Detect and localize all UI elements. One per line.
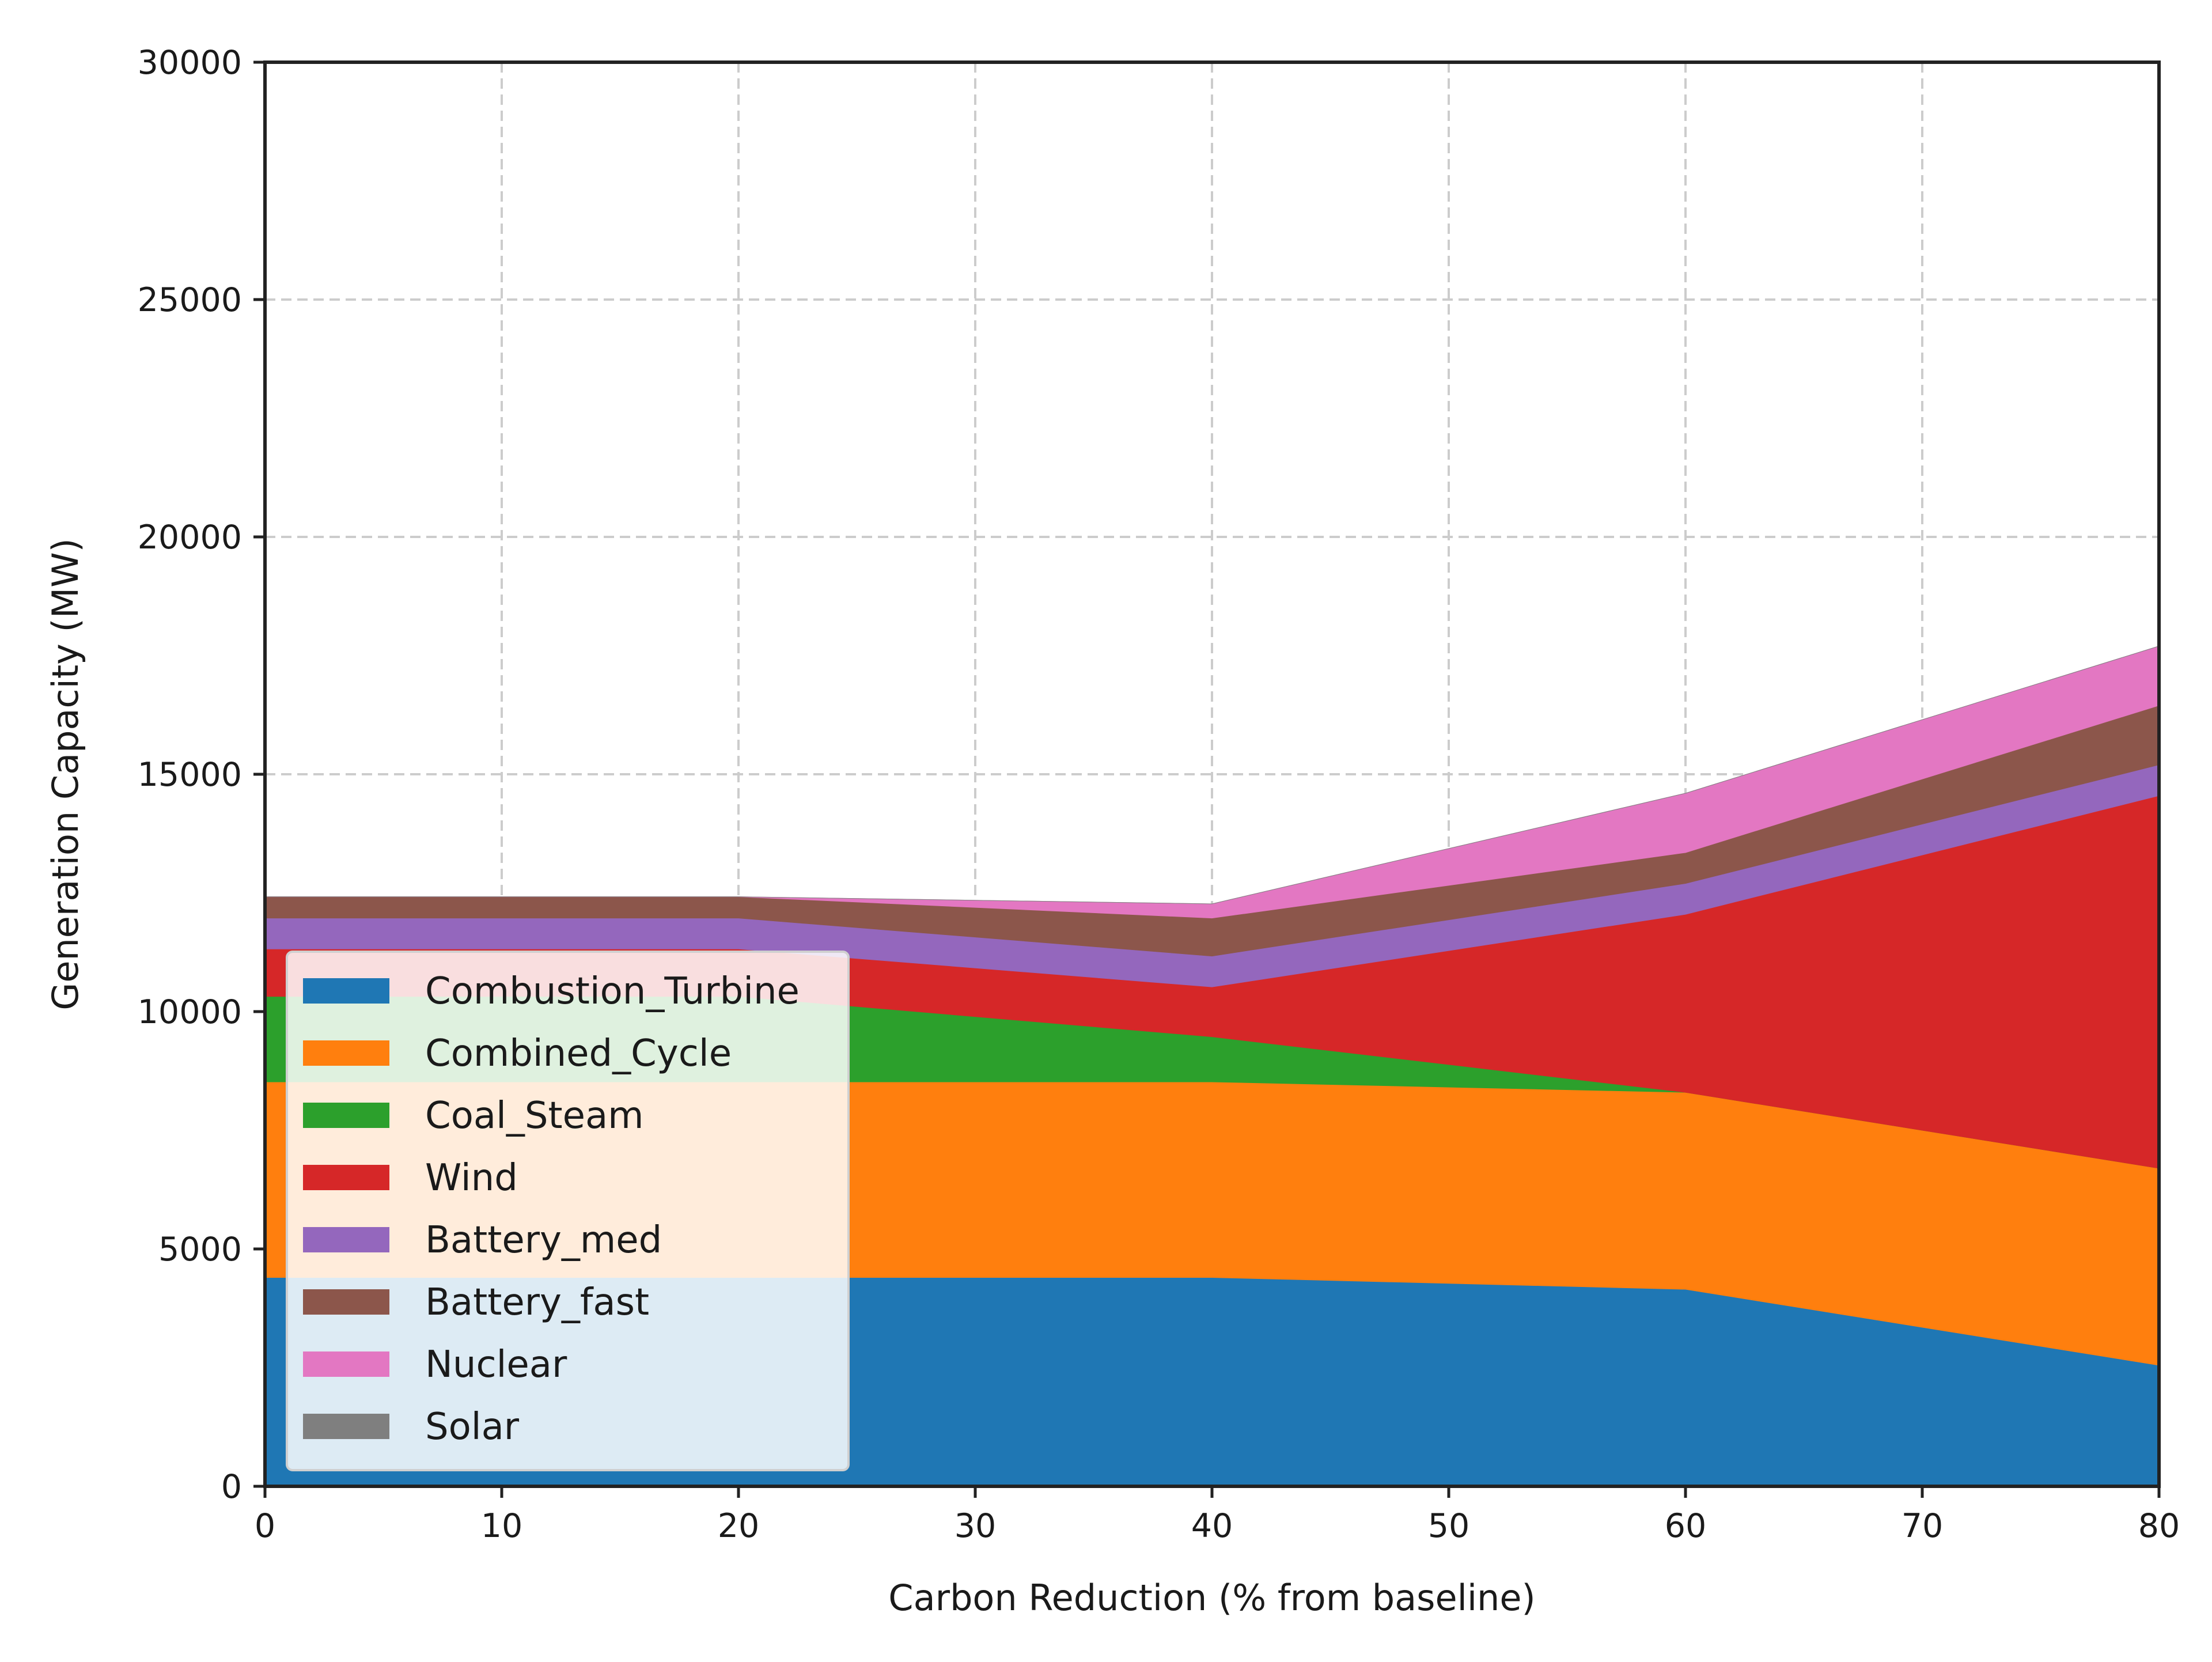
legend-label-nuclear: Nuclear xyxy=(425,1343,567,1386)
legend-swatch-wind xyxy=(303,1165,389,1190)
legend-label-combustion-turbine: Combustion_Turbine xyxy=(425,970,800,1013)
legend-label-battery-med: Battery_med xyxy=(425,1219,662,1262)
x-tick-label-4: 40 xyxy=(1191,1507,1233,1545)
legend-label-battery-fast: Battery_fast xyxy=(425,1281,649,1324)
legend-swatch-combined-cycle xyxy=(303,1040,389,1066)
x-tick-label-1: 10 xyxy=(481,1507,523,1545)
y-tick-label-6: 30000 xyxy=(138,44,242,82)
legend-swatch-combustion-turbine xyxy=(303,978,389,1004)
y-tick-label-4: 20000 xyxy=(138,518,242,556)
x-tick-label-2: 20 xyxy=(718,1507,760,1545)
legend-swatch-battery-med xyxy=(303,1227,389,1252)
legend-swatch-solar xyxy=(303,1414,389,1439)
y-tick-label-0: 0 xyxy=(221,1468,242,1506)
y-tick-label-3: 15000 xyxy=(138,756,242,794)
legend-label-wind: Wind xyxy=(425,1157,518,1199)
legend-swatch-coal-steam xyxy=(303,1103,389,1128)
y-axis-label: Generation Capacity (MW) xyxy=(44,538,86,1010)
legend-swatch-nuclear xyxy=(303,1351,389,1377)
x-tick-label-3: 30 xyxy=(955,1507,997,1545)
legend-label-combined-cycle: Combined_Cycle xyxy=(425,1032,732,1075)
x-axis-label: Carbon Reduction (% from baseline) xyxy=(888,1577,1535,1619)
x-tick-label-0: 0 xyxy=(255,1507,275,1545)
y-tick-label-5: 25000 xyxy=(138,281,242,319)
legend-label-solar: Solar xyxy=(425,1406,520,1448)
y-tick-label-2: 10000 xyxy=(138,993,242,1031)
x-tick-label-8: 80 xyxy=(2138,1507,2180,1545)
x-tick-label-5: 50 xyxy=(1428,1507,1470,1545)
axis-ticks: 0 10 20 30 40 50 60 70 80 0 5000 10000 15000 20000 250… xyxy=(138,44,2180,1545)
x-tick-label-7: 70 xyxy=(1902,1507,1944,1545)
y-tick-label-1: 5000 xyxy=(158,1231,242,1269)
legend: Combustion_Turbine Combined_Cycle Coal_Ste… xyxy=(286,951,850,1471)
legend-label-coal-steam: Coal_Steam xyxy=(425,1095,644,1137)
legend-swatch-battery-fast xyxy=(303,1289,389,1315)
x-tick-label-6: 60 xyxy=(1665,1507,1707,1545)
legend-box xyxy=(286,951,850,1471)
